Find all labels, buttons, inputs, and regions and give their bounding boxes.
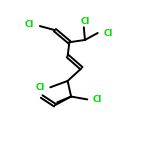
Text: Cl: Cl bbox=[35, 83, 45, 92]
Text: Cl: Cl bbox=[103, 28, 113, 38]
Text: Cl: Cl bbox=[80, 17, 90, 26]
Text: Cl: Cl bbox=[25, 20, 34, 29]
Text: Cl: Cl bbox=[93, 95, 102, 104]
